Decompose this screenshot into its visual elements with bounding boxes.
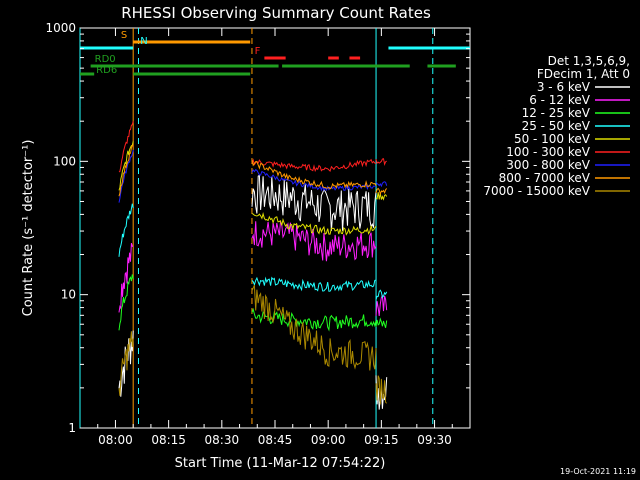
flag-label-rd0: RD0 xyxy=(95,54,116,65)
series-line-6-12-kev xyxy=(118,220,388,317)
chart-title: RHESSI Observing Summary Count Rates xyxy=(121,4,431,22)
series-line-800-7000-kev xyxy=(118,144,388,197)
x-tick-label: 08:15 xyxy=(151,433,186,447)
legend-header-line-2: FDecim 1, Att 0 xyxy=(537,67,630,81)
x-tick-label: 08:30 xyxy=(205,433,240,447)
flag-label-rd6: RD6 xyxy=(96,65,117,76)
series-line-3-6-kev xyxy=(118,174,388,410)
legend-label-25-50-kev: 25 - 50 keV xyxy=(522,119,591,133)
series-group xyxy=(118,120,388,410)
x-ticks: 08:00 08:15 08:30 08:45 09:00 09:15 09:30 xyxy=(97,28,453,447)
legend-label-50-100-kev: 50 - 100 keV xyxy=(514,132,591,146)
x-tick-label: 08:45 xyxy=(258,433,293,447)
legend-label-6-12-kev: 6 - 12 keV xyxy=(529,93,591,107)
x-tick-label: 09:30 xyxy=(417,433,452,447)
legend-label-300-800-kev: 300 - 800 keV xyxy=(506,158,590,172)
timestamp: 19-Oct-2021 11:19 xyxy=(560,467,636,476)
legend-label-12-25-kev: 12 - 25 keV xyxy=(522,106,591,120)
legend-label-7000-15000-kev: 7000 - 15000 keV xyxy=(483,184,590,198)
y-axis-label: Count Rate (s⁻¹ detector⁻¹) xyxy=(21,140,36,317)
legend-label-100-300-kev: 100 - 300 keV xyxy=(506,145,590,159)
vertical-markers xyxy=(79,28,434,428)
series-line-50-100-kev xyxy=(118,141,388,236)
x-tick-label: 09:15 xyxy=(364,433,399,447)
legend-label-800-7000-kev: 800 - 7000 keV xyxy=(499,171,591,185)
y-tick-label: 1000 xyxy=(45,21,76,35)
legend-header-line-1: Det 1,3,5,6,9, xyxy=(548,54,630,68)
x-tick-label: 08:00 xyxy=(98,433,133,447)
series-line-7000-15000-kev xyxy=(118,284,388,405)
flag-label-n: N xyxy=(140,36,147,47)
y-tick-label: 10 xyxy=(61,288,76,302)
flag-label-s: S xyxy=(121,30,127,41)
y-tick-label: 100 xyxy=(53,154,76,168)
series-line-25-50-kev xyxy=(118,203,388,300)
legend-label-3-6-kev: 3 - 6 keV xyxy=(537,80,591,94)
y-tick-label: 1 xyxy=(68,421,76,435)
series-line-100-300-kev xyxy=(118,120,387,173)
flag-label-f: F xyxy=(255,46,261,57)
legend: Det 1,3,5,6,9, FDecim 1, Att 0 3 - 6 keV… xyxy=(483,54,630,198)
series-line-300-800-kev xyxy=(118,149,388,203)
x-tick-label: 09:00 xyxy=(311,433,346,447)
x-axis-label: Start Time (11-Mar-12 07:54:22) xyxy=(175,456,386,471)
y-ticks: 1 10 100 1000 xyxy=(45,21,470,435)
